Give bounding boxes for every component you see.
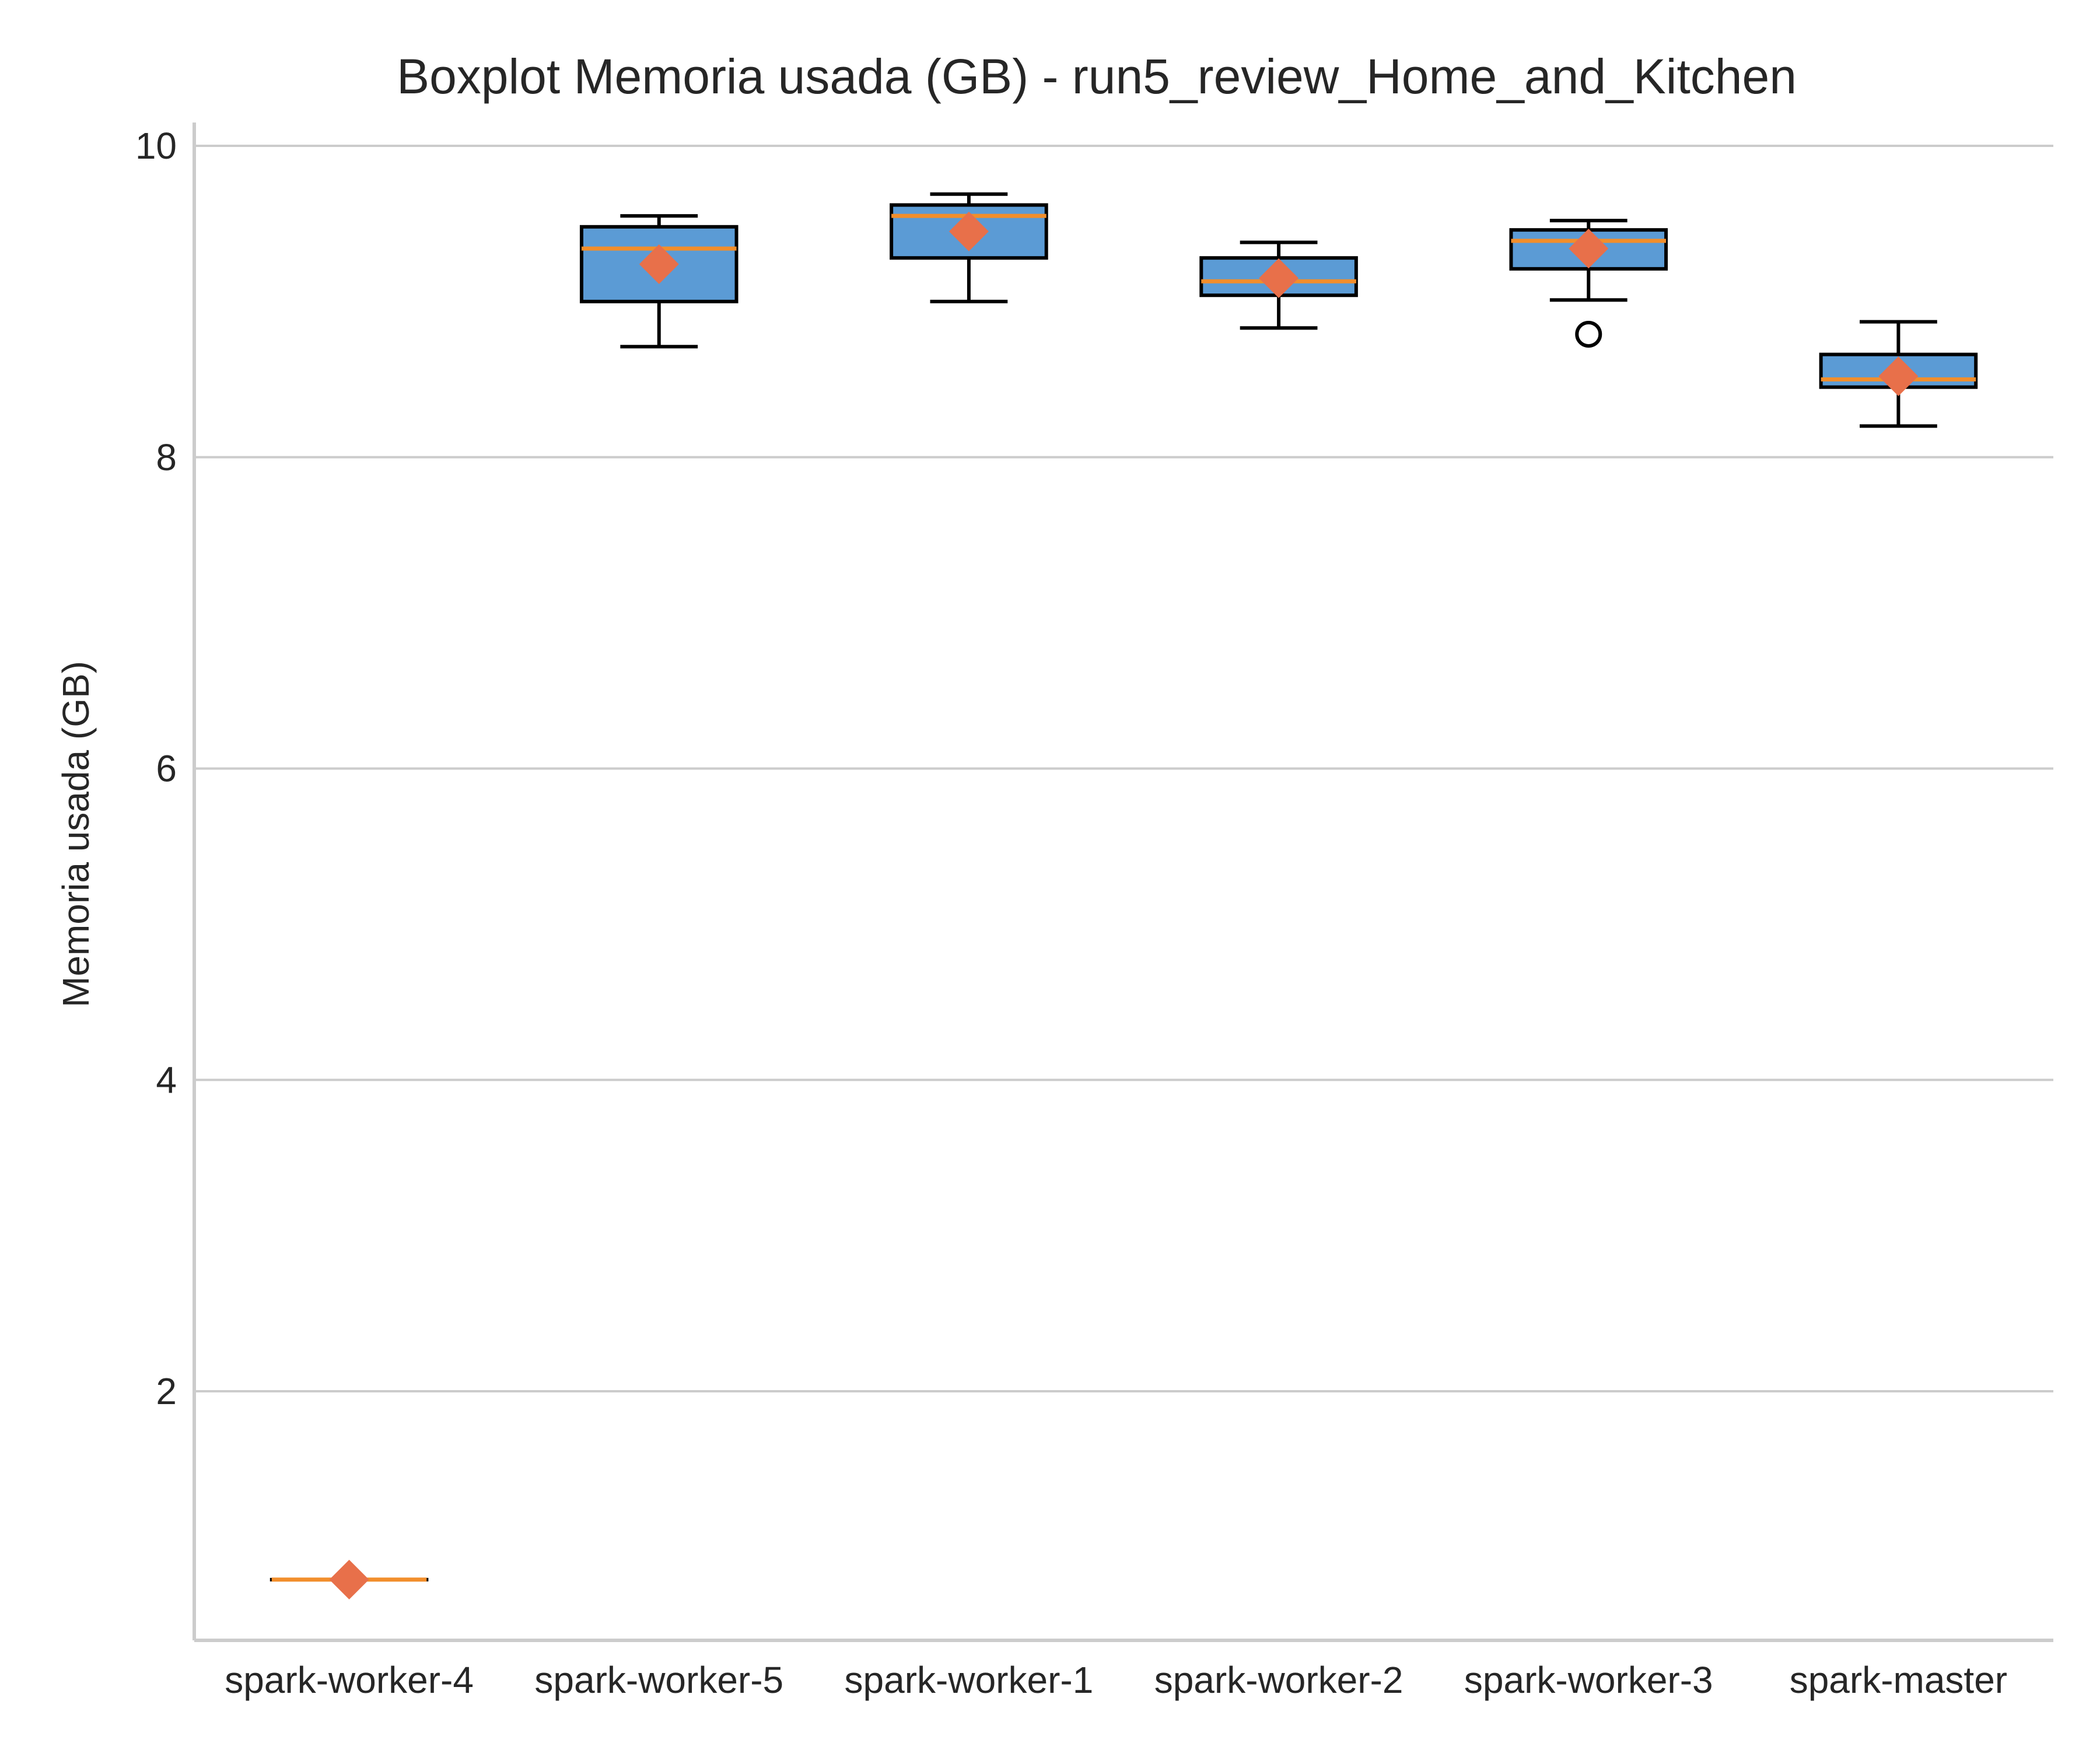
box-spark-worker-3 <box>1509 219 1668 348</box>
y-tick-label: 10 <box>135 125 177 167</box>
y-tick-label: 4 <box>156 1059 177 1101</box>
x-tick-label: spark-worker-4 <box>225 1659 474 1701</box>
box-spark-master <box>1819 320 1978 428</box>
box-spark-worker-1 <box>890 192 1048 303</box>
mean-marker <box>329 1559 369 1600</box>
y-tick-label: 6 <box>156 748 177 790</box>
x-tick-label: spark-master <box>1790 1659 2007 1701</box>
chart-title: Boxplot Memoria usada (GB) - run5_review… <box>397 49 1797 104</box>
x-tick-label: spark-worker-2 <box>1154 1659 1404 1701</box>
mean-marker <box>1569 229 1609 269</box>
x-tick-label: spark-worker-5 <box>534 1659 783 1701</box>
outlier-point <box>1575 320 1602 348</box>
y-tick-label: 2 <box>156 1370 177 1412</box>
box-spark-worker-2 <box>1199 240 1358 330</box>
mean-marker <box>639 244 679 284</box>
boxes <box>270 192 1978 1600</box>
x-tick-label: spark-worker-1 <box>845 1659 1094 1701</box>
x-tick-label: spark-worker-3 <box>1464 1659 1713 1701</box>
mean-marker <box>1878 356 1919 397</box>
y-tick-label: 8 <box>156 436 177 478</box>
axes <box>192 123 2053 1642</box>
gridlines <box>194 145 2053 1393</box>
tick-labels: 2 4 6 8 10 spark-worker-4 spark-worker-5 spark-… <box>135 125 2007 1701</box>
mean-marker <box>1259 258 1299 298</box>
y-axis-label: Memoria usada (GB) <box>55 661 97 1007</box>
mean-marker <box>949 211 989 251</box>
box-spark-worker-4 <box>270 1559 429 1600</box>
box-spark-worker-5 <box>579 214 738 349</box>
